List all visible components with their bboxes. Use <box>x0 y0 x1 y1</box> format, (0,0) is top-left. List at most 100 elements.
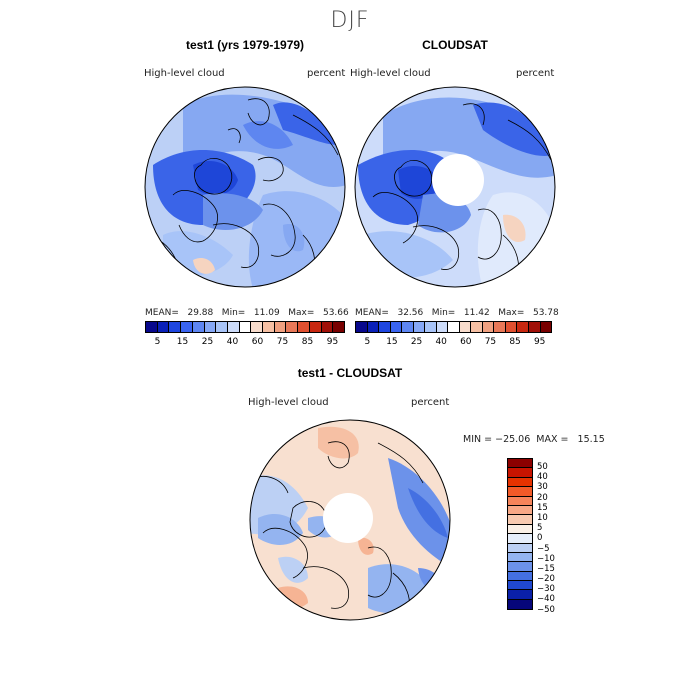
colorbar-tick-label: 15 <box>176 337 189 347</box>
colorbar-tick-label: 5 <box>537 523 543 534</box>
colorbar-swatch <box>274 322 287 332</box>
colorbar-tick-label: 40 <box>537 472 548 483</box>
colorbar-swatch <box>540 322 552 332</box>
colorbar-swatch <box>508 524 532 535</box>
colorbar-swatch <box>413 322 426 332</box>
colorbar-swatch <box>508 487 532 497</box>
colorbar-tick-label: 60 <box>460 337 472 347</box>
left-units-label: percent <box>307 68 346 79</box>
right-stats: MEAN= 32.56 Min= 11.42 Max= 53.78 <box>355 308 559 318</box>
colorbar-swatch <box>471 322 483 332</box>
diff-minmax: MIN = −25.06 MAX = 15.15 <box>463 434 605 445</box>
colorbar-tick-label: −15 <box>537 563 555 574</box>
colorbar-tick-label: 15 <box>386 337 398 347</box>
colorbar-tick-label: 25 <box>410 337 423 347</box>
diff-var-label: High-level cloud <box>248 397 329 408</box>
right-var-label: High-level cloud <box>350 68 431 79</box>
colorbar-swatch <box>508 599 532 610</box>
colorbar-swatch <box>436 322 449 332</box>
colorbar-tick-label: 0 <box>537 533 543 544</box>
colorbar-tick-label: 40 <box>226 337 239 347</box>
diff-units-label: percent <box>411 397 450 408</box>
colorbar-swatch <box>508 571 532 582</box>
diff-polar-map <box>249 419 451 621</box>
colorbar-swatch <box>508 515 532 525</box>
colorbar-tick-label: 30 <box>537 482 548 493</box>
colorbar-swatch <box>227 322 240 332</box>
colorbar-swatch <box>508 534 532 544</box>
season-title: DJF <box>330 8 370 33</box>
colorbar-swatch <box>482 322 495 332</box>
colorbar-swatch <box>508 543 532 553</box>
colorbar-swatch <box>157 322 170 332</box>
colorbar-swatch <box>204 322 217 332</box>
colorbar-tick-label: 60 <box>251 337 264 347</box>
colorbar-tick-label: 50 <box>537 462 548 472</box>
colorbar-swatch <box>367 322 380 332</box>
colorbar-tick-label: 10 <box>537 512 548 523</box>
right-colorbar: 5 15 25 40 60 75 85 95 <box>355 321 552 347</box>
colorbar-swatch <box>508 590 532 600</box>
colorbar-swatch <box>517 322 529 332</box>
colorbar-swatch <box>251 322 264 332</box>
left-polar-map <box>144 86 346 288</box>
colorbar-swatch <box>333 322 344 332</box>
colorbar-tick-label: −40 <box>537 594 555 605</box>
colorbar-tick-label: 40 <box>435 337 447 347</box>
colorbar-swatch <box>379 322 391 332</box>
colorbar-swatch <box>356 322 368 332</box>
colorbar-swatch <box>508 552 532 563</box>
colorbar-swatch <box>528 322 541 332</box>
left-panel-title: test1 (yrs 1979-1979) <box>185 38 305 52</box>
right-units-label: percent <box>516 68 555 79</box>
colorbar-swatch <box>508 562 532 572</box>
colorbar-swatch <box>508 468 532 478</box>
colorbar-tick-label: 15 <box>537 502 548 513</box>
colorbar-tick-label: 20 <box>537 492 548 503</box>
colorbar-tick-label: 75 <box>484 337 497 347</box>
colorbar-swatch <box>286 322 299 332</box>
colorbar-swatch <box>263 322 275 332</box>
colorbar-swatch <box>508 477 532 488</box>
colorbar-swatch <box>181 322 193 332</box>
diff-panel-title: test1 - CLOUDSAT <box>297 366 403 380</box>
colorbar-swatch <box>146 322 158 332</box>
colorbar-tick-label: 5 <box>154 337 161 347</box>
colorbar-swatch <box>192 322 205 332</box>
colorbar-tick-label: −5 <box>537 543 550 554</box>
colorbar-swatch <box>309 322 322 332</box>
left-var-label: High-level cloud <box>144 68 225 79</box>
colorbar-swatch <box>508 459 532 469</box>
colorbar-swatch <box>508 505 532 516</box>
colorbar-tick-label: 85 <box>301 337 314 347</box>
right-panel-title: CLOUDSAT <box>422 38 488 52</box>
left-stats: MEAN= 29.88 Min= 11.09 Max= 53.66 <box>145 308 349 318</box>
right-polar-map <box>354 86 556 288</box>
colorbar-swatch <box>169 322 182 332</box>
colorbar-tick-label: −10 <box>537 553 555 564</box>
diff-colorbar <box>507 458 533 611</box>
colorbar-swatch <box>508 496 532 506</box>
colorbar-tick-label: −30 <box>537 584 555 595</box>
colorbar-swatch <box>390 322 403 332</box>
colorbar-tick-label: 85 <box>509 337 521 347</box>
colorbar-swatch <box>321 322 334 332</box>
colorbar-tick-label: 95 <box>533 337 546 347</box>
colorbar-swatch <box>508 581 532 591</box>
colorbar-swatch <box>402 322 414 332</box>
left-colorbar: 5 15 25 40 60 75 85 95 <box>145 321 345 347</box>
colorbar-tick-label: 25 <box>201 337 214 347</box>
colorbar-swatch <box>239 322 252 332</box>
colorbar-swatch <box>459 322 472 332</box>
colorbar-swatch <box>425 322 437 332</box>
diff-colorbar-labels: 50 40 30 20 15 10 5 0 −5 −10 −15 −20 −30 −40 −50 <box>537 462 555 615</box>
colorbar-tick-label: −50 <box>537 604 555 615</box>
colorbar-swatch <box>494 322 506 332</box>
colorbar-tick-label: 75 <box>276 337 289 347</box>
colorbar-swatch <box>448 322 460 332</box>
colorbar-swatch <box>216 322 228 332</box>
colorbar-tick-label: 95 <box>326 337 339 347</box>
colorbar-swatch <box>505 322 518 332</box>
colorbar-tick-label: 5 <box>364 337 371 347</box>
colorbar-swatch <box>298 322 310 332</box>
